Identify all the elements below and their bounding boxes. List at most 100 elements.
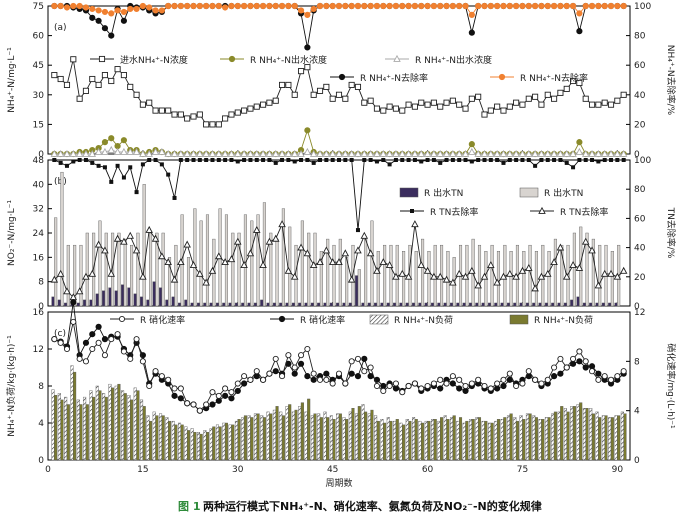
data-point [290, 272, 299, 280]
y-tick-label-left: 32 [33, 205, 44, 215]
data-point [538, 380, 545, 387]
bar [218, 426, 222, 461]
data-point [309, 149, 318, 157]
data-point [537, 272, 546, 280]
data-point [159, 162, 164, 167]
data-point [171, 392, 178, 399]
data-point [602, 158, 607, 162]
data-point [318, 158, 323, 162]
data-point [101, 72, 108, 79]
data-point [615, 158, 620, 162]
bar [386, 302, 390, 307]
data-point [146, 382, 153, 390]
bar [123, 393, 127, 461]
bar [589, 408, 593, 461]
legend-marker [98, 55, 106, 63]
data-point [520, 158, 525, 162]
data-point [594, 149, 603, 157]
data-point [575, 263, 584, 271]
bar [351, 408, 355, 461]
legend-label: RO/A NH₄⁺-N去除率 [360, 72, 428, 84]
data-point [462, 2, 469, 10]
bar [165, 299, 169, 307]
bar [450, 302, 454, 307]
data-point [506, 2, 513, 10]
data-point [191, 158, 196, 162]
bar [421, 238, 425, 307]
data-point [405, 382, 412, 390]
data-point [241, 107, 248, 114]
bar [389, 244, 393, 307]
bar [142, 184, 146, 307]
y-tick-label-left: 75 [33, 2, 44, 12]
data-point [323, 2, 330, 10]
bar [104, 396, 108, 461]
bar [456, 302, 460, 307]
bar [73, 371, 77, 461]
data-point [208, 266, 217, 274]
data-point [557, 2, 564, 10]
data-point [101, 246, 109, 254]
panel-1: 0 15 30 45 60 75 0 20 40 60 80 100 NH₄⁺-N/mg·L⁻¹ NH₄⁺… [7, 2, 677, 160]
data-point [172, 195, 177, 200]
data-point [108, 336, 115, 343]
y-tick-label-right: 100 [634, 156, 651, 166]
bar [152, 411, 156, 461]
data-point [563, 85, 570, 92]
data-point [267, 158, 272, 162]
bar [342, 417, 346, 461]
data-point [335, 91, 343, 98]
bar [199, 433, 203, 461]
data-point [139, 149, 147, 157]
bar [294, 409, 298, 461]
data-point [481, 382, 488, 390]
legend-label: 进水NH₄⁺-N浓度 [120, 54, 188, 66]
data-point [246, 249, 255, 257]
data-point [557, 370, 564, 377]
data-point [171, 111, 178, 118]
bar [266, 411, 270, 461]
data-point [134, 190, 139, 195]
data-point [316, 87, 324, 94]
data-point [398, 269, 407, 277]
data-point [373, 105, 381, 112]
bar [348, 411, 352, 461]
bar [288, 404, 292, 461]
bar [193, 208, 197, 307]
bar [418, 302, 422, 307]
data-point [290, 149, 299, 157]
data-point [158, 252, 166, 260]
data-point [297, 360, 305, 367]
bar [102, 393, 106, 461]
data-point [494, 2, 501, 10]
bar [60, 399, 64, 461]
bar [608, 302, 612, 307]
y-tick-label-left: 24 [33, 229, 45, 239]
bar [509, 413, 513, 461]
data-point [158, 107, 165, 114]
data-point [266, 370, 273, 377]
data-point [449, 278, 457, 286]
data-point [303, 249, 312, 257]
data-point [436, 272, 444, 280]
data-point [419, 159, 424, 164]
bar [209, 428, 213, 461]
bar [538, 302, 542, 307]
data-point [507, 158, 512, 162]
data-point [279, 81, 286, 88]
data-point [297, 352, 305, 359]
data-point [348, 2, 355, 10]
data-point [501, 160, 506, 165]
data-point [184, 2, 191, 10]
bar [313, 413, 317, 461]
bar [83, 299, 87, 307]
x-tick-label: 45 [327, 465, 338, 475]
bar [288, 226, 292, 307]
bar [610, 251, 614, 307]
bar [241, 417, 245, 461]
data-point [234, 380, 241, 387]
legend-marker [393, 54, 401, 62]
data-point [475, 2, 482, 10]
data-point [424, 2, 431, 10]
